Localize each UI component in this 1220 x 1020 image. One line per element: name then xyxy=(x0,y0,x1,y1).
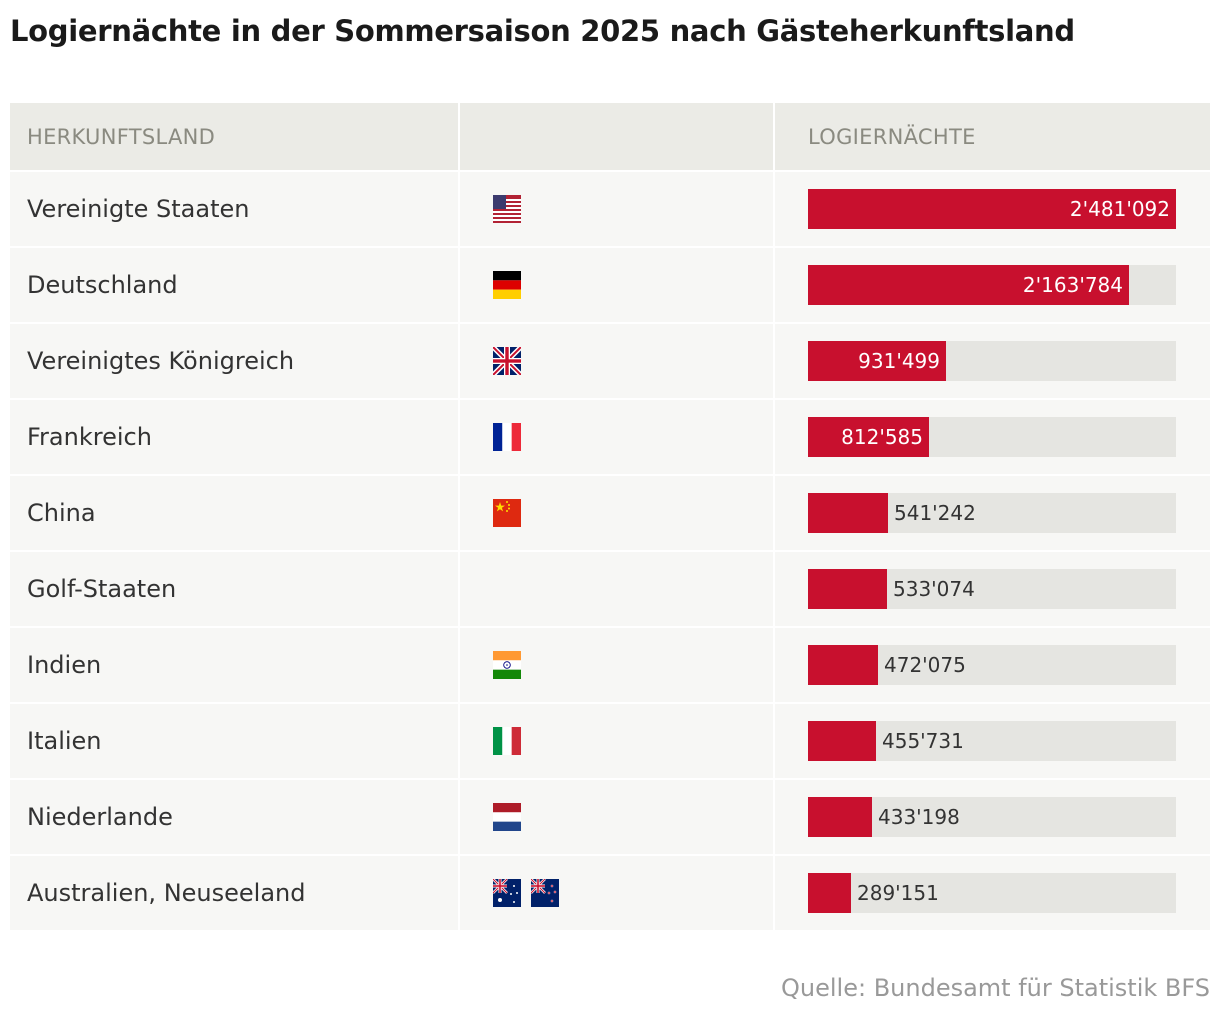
data-label: 812'585 xyxy=(841,425,923,449)
data-table: HERKUNFTSLAND LOGIERNÄCHTE Vereinigte St… xyxy=(10,103,1210,930)
table-row: Vereinigtes Königreich 931'499 xyxy=(10,324,1210,398)
bar-track: 2'481'092 xyxy=(808,189,1176,229)
country-label: Deutschland xyxy=(10,248,460,322)
table-row: China 541'242 xyxy=(10,476,1210,550)
source-note: Quelle: Bundesamt für Statistik BFS xyxy=(781,974,1210,1002)
value-cell: 812'585 xyxy=(775,400,1208,474)
value-cell: 472'075 xyxy=(775,628,1208,702)
bar xyxy=(808,569,887,609)
value-cell: 533'074 xyxy=(775,552,1208,626)
value-cell: 2'163'784 xyxy=(775,248,1208,322)
bar-track: 931'499 xyxy=(808,341,1176,381)
data-label: 541'242 xyxy=(894,501,976,525)
de-flag-icon xyxy=(493,271,521,299)
table-header: HERKUNFTSLAND LOGIERNÄCHTE xyxy=(10,103,1210,170)
bar xyxy=(808,645,878,685)
country-label: Indien xyxy=(10,628,460,702)
country-label: Vereinigtes Königreich xyxy=(10,324,460,398)
bar-track: 455'731 xyxy=(808,721,1176,761)
table-row: Vereinigte Staaten 2'481'092 xyxy=(10,172,1210,246)
data-label: 433'198 xyxy=(878,805,960,829)
country-label: Italien xyxy=(10,704,460,778)
chart-title: Logiernächte in der Sommersaison 2025 na… xyxy=(10,14,1075,48)
us-flag-icon xyxy=(493,195,521,223)
flag-cell xyxy=(460,172,775,246)
bar-track: 433'198 xyxy=(808,797,1176,837)
bar-track: 533'074 xyxy=(808,569,1176,609)
table-row: Deutschland 2'163'784 xyxy=(10,248,1210,322)
data-label: 2'163'784 xyxy=(1022,273,1123,297)
in-flag-icon xyxy=(493,651,521,679)
flag-cell xyxy=(460,324,775,398)
bar xyxy=(808,189,1176,229)
data-label: 289'151 xyxy=(857,881,939,905)
bar xyxy=(808,341,946,381)
country-label: Frankreich xyxy=(10,400,460,474)
bar-track: 541'242 xyxy=(808,493,1176,533)
cn-flag-icon xyxy=(493,499,521,527)
value-cell: 541'242 xyxy=(775,476,1208,550)
it-flag-icon xyxy=(493,727,521,755)
table-row: Golf-Staaten 533'074 xyxy=(10,552,1210,626)
flag-cell xyxy=(460,552,775,626)
flag-cell xyxy=(460,400,775,474)
header-country: HERKUNFTSLAND xyxy=(10,103,460,170)
flag-cell xyxy=(460,856,775,930)
country-label: Vereinigte Staaten xyxy=(10,172,460,246)
value-cell: 455'731 xyxy=(775,704,1208,778)
bar xyxy=(808,721,876,761)
data-label: 472'075 xyxy=(884,653,966,677)
data-label: 533'074 xyxy=(893,577,975,601)
bar xyxy=(808,797,872,837)
country-label: China xyxy=(10,476,460,550)
flag-cell xyxy=(460,248,775,322)
nl-flag-icon xyxy=(493,803,521,831)
country-label: Golf-Staaten xyxy=(10,552,460,626)
flag-cell xyxy=(460,628,775,702)
data-label: 455'731 xyxy=(882,729,964,753)
value-cell: 931'499 xyxy=(775,324,1208,398)
data-label: 931'499 xyxy=(858,349,940,373)
flag-cell xyxy=(460,476,775,550)
table-row: Australien, Neuseeland 289'151 xyxy=(10,856,1210,930)
nz-flag-icon xyxy=(531,879,559,907)
bar xyxy=(808,873,851,913)
header-flag xyxy=(460,103,775,170)
bar-track: 812'585 xyxy=(808,417,1176,457)
table-row: Indien 472'075 xyxy=(10,628,1210,702)
value-cell: 289'151 xyxy=(775,856,1208,930)
bar-track: 289'151 xyxy=(808,873,1176,913)
bar-track: 2'163'784 xyxy=(808,265,1176,305)
country-label: Australien, Neuseeland xyxy=(10,856,460,930)
table-row: Italien 455'731 xyxy=(10,704,1210,778)
table-row: Niederlande 433'198 xyxy=(10,780,1210,854)
table-body: Vereinigte Staaten 2'481'092 Deutschland 2'… xyxy=(10,172,1210,930)
bar xyxy=(808,265,1129,305)
flag-cell xyxy=(460,704,775,778)
flag-cell xyxy=(460,780,775,854)
bar xyxy=(808,493,888,533)
bar xyxy=(808,417,929,457)
table-row: Frankreich 812'585 xyxy=(10,400,1210,474)
bar-track: 472'075 xyxy=(808,645,1176,685)
au-flag-icon xyxy=(493,879,521,907)
country-label: Niederlande xyxy=(10,780,460,854)
gb-flag-icon xyxy=(493,347,521,375)
header-value: LOGIERNÄCHTE xyxy=(808,124,976,149)
data-label: 2'481'092 xyxy=(1069,197,1170,221)
value-cell: 2'481'092 xyxy=(775,172,1208,246)
value-cell: 433'198 xyxy=(775,780,1208,854)
fr-flag-icon xyxy=(493,423,521,451)
